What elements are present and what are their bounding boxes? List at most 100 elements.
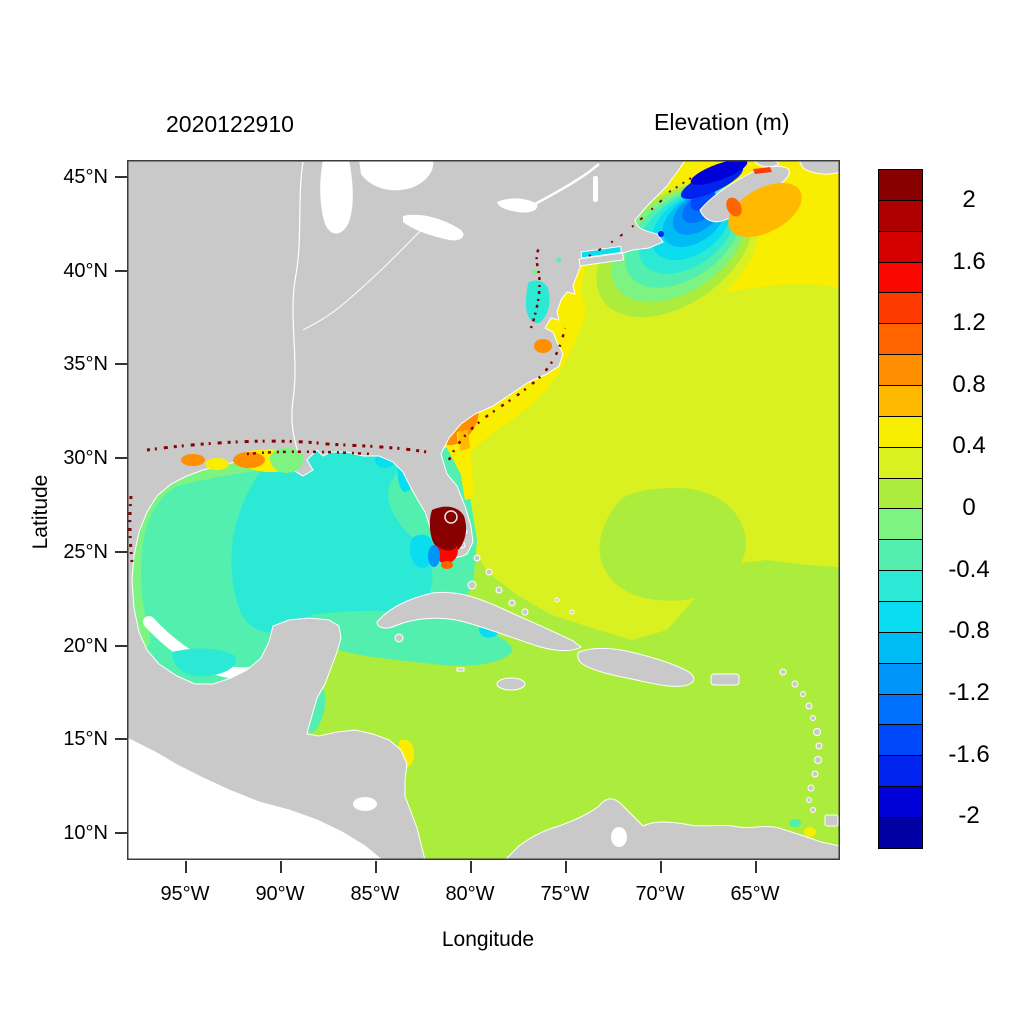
cuba (376, 591, 582, 652)
south-america-landmass (504, 798, 840, 860)
y-tick-mark (115, 645, 127, 647)
delta-orange-patch-2 (181, 454, 205, 466)
colorbar-segment (879, 446, 922, 478)
x-tick-label: 95°W (160, 883, 210, 905)
colorbar-segment (879, 817, 922, 848)
x-tick-mark (185, 861, 187, 873)
paria-yellow-speck (804, 827, 816, 837)
x-axis-label: Longitude (441, 928, 535, 951)
mississippi-river (291, 161, 304, 457)
y-tick-label: 10°N (63, 822, 108, 844)
greenyellow-wedge-right-edge (745, 582, 840, 654)
x-tick-mark (280, 861, 282, 873)
colorbar-tick-label: -0.4 (948, 556, 990, 583)
colorbar-segment (879, 415, 922, 447)
colorbar-segment (879, 385, 922, 416)
chesapeake-green-speck (532, 269, 538, 275)
gulf-central-turquoise-region (231, 449, 433, 634)
colorbar-segment (879, 601, 922, 632)
y-tick-label: 15°N (63, 728, 108, 750)
x-tick-mark (375, 861, 377, 873)
hispaniola (577, 647, 695, 687)
colorbar-segment (879, 170, 922, 200)
y-tick-mark (115, 176, 127, 178)
y-tick-mark (115, 270, 127, 272)
long-island (578, 245, 625, 267)
colorbar-title: Elevation (m) (654, 109, 790, 135)
x-tick-mark (470, 861, 472, 873)
gulf-coast-speckles (146, 439, 428, 454)
scotian-shelf-orange-fringe (726, 197, 742, 217)
maine-coast-speckles (668, 175, 696, 193)
y-tick-mark (115, 551, 127, 553)
gulf-coast-speckles-inner (246, 450, 373, 456)
x-tick-mark (755, 861, 757, 873)
long-island-land (578, 252, 625, 267)
y-tick-label: 40°N (63, 260, 108, 282)
colorbar-segment (879, 539, 922, 571)
nova-scotia (699, 165, 790, 223)
lake-michigan (320, 160, 353, 234)
colorbar-tick-label: -1.6 (948, 741, 990, 768)
coastal-anomaly-layer (181, 167, 802, 569)
isle-of-youth (394, 633, 404, 643)
pacific-outside-domain (127, 738, 382, 860)
colorbar-segment (879, 477, 922, 509)
x-tick-label: 90°W (255, 883, 305, 905)
colorbar-tick-label: 0.4 (952, 432, 986, 459)
coastal-high-cells-speckles (128, 175, 696, 563)
colorbar-segment (879, 323, 922, 355)
lake-erie (403, 214, 464, 241)
delaware-bay-green-speck (556, 257, 562, 263)
trinidad-teal-speck (789, 819, 801, 827)
colorbar-tick-label: 0.8 (952, 371, 986, 398)
y-tick-label: 35°N (63, 353, 108, 375)
lake-huron (359, 160, 434, 191)
bay-of-fundy-minimum (690, 160, 748, 185)
y-tick-mark (115, 457, 127, 459)
colorbar-segment (879, 570, 922, 602)
florida-bay-cyan (409, 534, 434, 568)
puerto-rico (710, 673, 740, 686)
prince-edward-island (754, 160, 780, 168)
mexico-coast-speckles (128, 495, 134, 563)
y-tick-mark (115, 363, 127, 365)
lesser-antilles-islands (779, 668, 823, 813)
lake-nicaragua (353, 797, 377, 811)
lake-ontario (497, 198, 538, 213)
st-lawrence-river (534, 163, 600, 206)
x-tick-mark (660, 861, 662, 873)
plot-date-title: 2020122910 (166, 111, 294, 137)
northeast-coast-speckles (588, 193, 670, 257)
nw-caribbean-springgreen-band (311, 610, 513, 666)
southeast-coast-speckles (447, 327, 567, 461)
y-tick-label: 25°N (63, 541, 108, 563)
y-axis-label: Latitude (29, 474, 52, 550)
mississippi-delta-patches (181, 448, 304, 473)
colorbar-tick-label: 1.6 (952, 248, 986, 275)
y-tick-label: 45°N (63, 166, 108, 188)
colorbar-segment (879, 755, 922, 787)
everglades-orange-tip (441, 561, 453, 569)
x-tick-label: 65°W (730, 883, 780, 905)
colorbar-tick-label: -0.8 (948, 617, 990, 644)
colorbar-segment (879, 662, 922, 694)
colorbar-tick-label: -2 (958, 802, 980, 829)
colorbar-tick-label: 1.2 (952, 309, 986, 336)
colorbar-segment (879, 199, 922, 231)
ohio-river (302, 225, 426, 331)
map-border (127, 160, 840, 860)
trinidad (824, 814, 839, 827)
colorbar-segment (879, 786, 922, 818)
x-tick-label: 85°W (350, 883, 400, 905)
lakes-and-rivers-layer (291, 160, 627, 847)
delta-orange-patch (233, 452, 265, 468)
y-tick-label: 20°N (63, 635, 108, 657)
north-america-landmass (127, 160, 686, 860)
campeche-teal-blob (172, 648, 236, 677)
land-layer (127, 160, 840, 860)
colorbar (878, 169, 923, 849)
colorbar-tick-label: 0 (962, 494, 976, 521)
cape-cod-navy-dot (658, 231, 664, 237)
